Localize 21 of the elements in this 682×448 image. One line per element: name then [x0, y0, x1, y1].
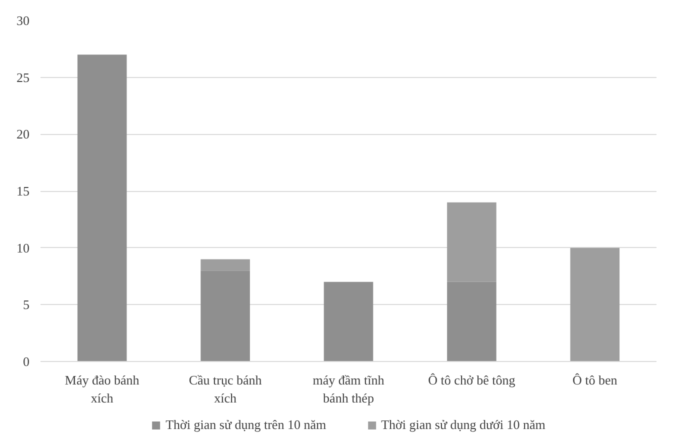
legend-label: Thời gian sử dụng trên 10 năm [166, 417, 326, 433]
legend-label: Thời gian sử dụng dưới 10 năm [381, 417, 546, 433]
bar [447, 202, 496, 282]
y-tick-label: 20 [16, 126, 30, 142]
y-tick-label: 0 [23, 354, 30, 369]
x-tick-label: máy đầm tĩnh bánh thép [312, 372, 385, 406]
bar [324, 282, 374, 362]
y-tick-label: 30 [16, 13, 30, 28]
y-tick-label: 5 [23, 297, 30, 312]
x-tick-label: Cầu trục bánh xích [188, 372, 262, 406]
bar [447, 282, 496, 362]
bar [570, 248, 620, 362]
x-tick-label: Ô tô chở bê tông [428, 372, 516, 388]
bar [200, 270, 250, 362]
x-tick-label: Ô tô ben [572, 372, 618, 388]
bar [200, 259, 250, 271]
bar [77, 54, 127, 362]
y-tick-label: 15 [16, 184, 30, 198]
x-tick-label: Máy đào bánh xích [64, 372, 140, 406]
y-tick-label: 25 [16, 70, 30, 85]
y-tick-label: 10 [16, 240, 30, 256]
